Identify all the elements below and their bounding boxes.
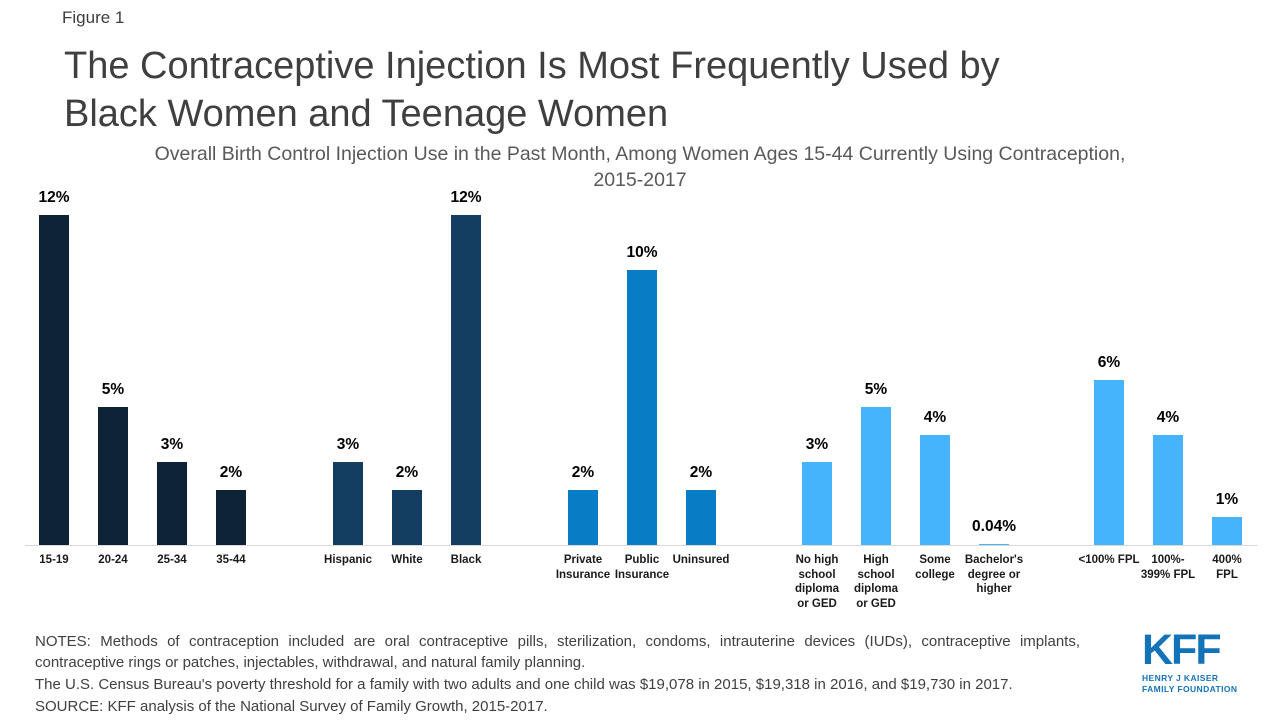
kff-logo: KFF HENRY J KAISER FAMILY FOUNDATION [1142, 626, 1262, 695]
value-label-bachelor-s-degree-or-higher: 0.04% [972, 518, 1016, 535]
category-label-private-insurance: Private Insurance [555, 554, 611, 581]
category-label-white: White [391, 554, 423, 566]
bar-400-fpl [1212, 517, 1242, 545]
value-label-public-insurance: 10% [626, 244, 658, 261]
chart-title-line2: Black Women and Teenage Women [64, 93, 669, 135]
chart-title: The Contraceptive Injection Is Most Freq… [64, 42, 1000, 138]
value-label-100-399-fpl: 4% [1156, 409, 1180, 426]
notes-block: NOTES: Methods of contraception included… [35, 631, 1080, 718]
notes-text: NOTES: Methods of contraception included… [35, 633, 1080, 671]
value-label-100-fpl: 6% [1097, 354, 1121, 371]
kff-logo-subtext: HENRY J KAISER FAMILY FOUNDATION [1142, 673, 1238, 694]
category-label-uninsured: Uninsured [672, 554, 730, 566]
value-label-hispanic: 3% [336, 436, 360, 453]
bar-15-19 [39, 215, 69, 545]
chart-subtitle: Overall Birth Control Injection Use in t… [154, 143, 1126, 191]
kff-logo-text: KFF [1142, 626, 1222, 674]
bar-white [392, 490, 422, 545]
category-label-no-high-school-diploma-or-ged: No high school diploma or GED [794, 554, 840, 610]
category-label-100-fpl: <100% FPL [1078, 554, 1140, 566]
value-label-high-school-diploma-or-ged: 5% [864, 381, 888, 398]
bar-no-high-school-diploma-or-ged [802, 462, 832, 545]
bar-20-24 [98, 407, 128, 545]
category-label-bachelor-s-degree-or-higher: Bachelor's degree or higher [964, 554, 1024, 595]
value-label-no-high-school-diploma-or-ged: 3% [805, 436, 829, 453]
bar-high-school-diploma-or-ged [861, 407, 891, 545]
category-label-25-34: 25-34 [157, 554, 187, 566]
value-label-15-19: 12% [38, 189, 70, 206]
bar-black [451, 215, 481, 545]
bar-some-college [920, 435, 950, 545]
bar-100-399-fpl [1153, 435, 1183, 545]
category-label-35-44: 35-44 [216, 554, 246, 566]
bar-35-44 [216, 490, 246, 545]
category-label-some-college: Some college [915, 554, 955, 581]
category-label-400-fpl: 400% FPL [1212, 554, 1242, 581]
poverty-threshold-note: The U.S. Census Bureau's poverty thresho… [35, 676, 1013, 693]
category-label-20-24: 20-24 [98, 554, 128, 566]
value-label-some-college: 4% [923, 409, 947, 426]
value-label-20-24: 5% [101, 381, 125, 398]
bar-private-insurance [568, 490, 598, 545]
value-label-400-fpl: 1% [1215, 491, 1239, 508]
source-text: SOURCE: KFF analysis of the National Sur… [35, 698, 548, 715]
value-label-private-insurance: 2% [571, 464, 595, 481]
figure-label: Figure 1 [62, 8, 125, 27]
category-label-high-school-diploma-or-ged: High school diploma or GED [853, 554, 899, 610]
category-label-hispanic: Hispanic [324, 554, 372, 566]
bar-100-fpl [1094, 380, 1124, 545]
bar-uninsured [686, 490, 716, 545]
category-label-public-insurance: Public Insurance [614, 554, 670, 581]
x-axis-line [25, 545, 1258, 546]
value-label-35-44: 2% [219, 464, 243, 481]
value-label-uninsured: 2% [689, 464, 713, 481]
category-label-black: Black [450, 554, 482, 566]
bar-hispanic [333, 462, 363, 545]
bar-bachelor-s-degree-or-higher [979, 544, 1009, 545]
category-label-15-19: 15-19 [39, 554, 69, 566]
bar-25-34 [157, 462, 187, 545]
chart-title-line1: The Contraceptive Injection Is Most Freq… [64, 45, 1000, 87]
bar-public-insurance [627, 270, 657, 545]
value-label-white: 2% [395, 464, 419, 481]
value-label-black: 12% [450, 189, 482, 206]
category-label-100-399-fpl: 100%- 399% FPL [1140, 554, 1196, 581]
value-label-25-34: 3% [160, 436, 184, 453]
